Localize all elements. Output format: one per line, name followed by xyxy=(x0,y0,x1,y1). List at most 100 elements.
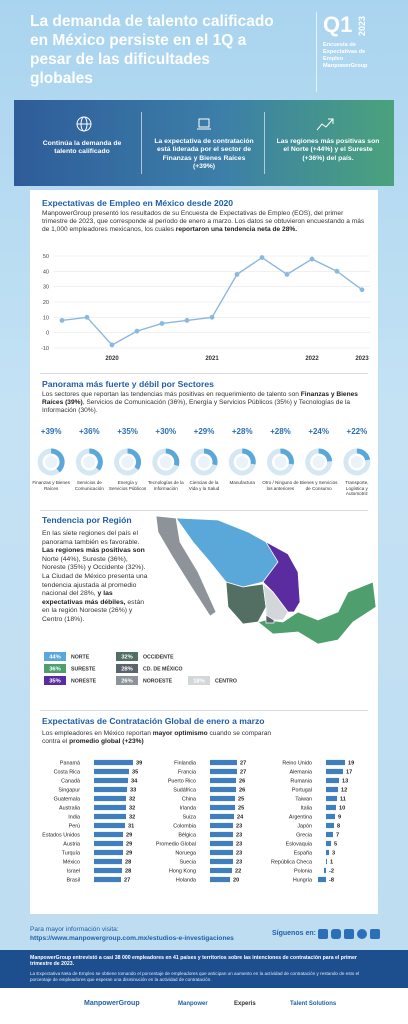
footer-note: La Expectativa Neta de Empleo se obtiene… xyxy=(30,970,360,982)
point xyxy=(84,314,90,320)
data-label: 26 xyxy=(239,788,245,794)
data-label: 1 xyxy=(330,860,333,866)
bar xyxy=(94,822,125,829)
donut-center xyxy=(121,456,134,468)
legend-swatch xyxy=(116,676,138,685)
logo-band: ManpowerGroup Manpower Experis Talent So… xyxy=(0,988,408,1024)
section-title: Panorama más fuerte y débil por Sectores xyxy=(42,379,214,389)
legend-label: SURESTE xyxy=(71,667,96,673)
bar xyxy=(94,867,122,874)
badge-caption: Encuesta de Expectativas de Empleo Manpo… xyxy=(323,42,368,69)
category-label: Transporte, Logística y Automotriz xyxy=(345,480,369,497)
bar xyxy=(94,849,123,856)
category-label: Brasil xyxy=(67,878,80,884)
data-label: +30% xyxy=(155,427,176,436)
visit-url[interactable]: https://www.manpowergroup.com.mx/estudio… xyxy=(30,935,234,942)
social-icon[interactable] xyxy=(318,929,328,939)
badge: Q1 2023 Encuesta de Expectativas de Empl… xyxy=(316,12,385,92)
data-label: 10 xyxy=(339,806,345,812)
point xyxy=(109,342,115,348)
highlight: Continúa la demanda de talento calificad… xyxy=(42,140,122,156)
point xyxy=(309,256,315,262)
category-label: Canadá xyxy=(61,779,80,785)
category-label: Hong Kong xyxy=(169,869,196,875)
logo: ManpowerGroup xyxy=(84,1000,140,1007)
donut-arc xyxy=(280,448,294,465)
data-label: 17 xyxy=(346,770,352,776)
follow-label: Síguenos en: xyxy=(272,930,316,937)
category-label: Francia xyxy=(178,770,196,776)
visit-label: Para mayor información visita: xyxy=(30,926,119,933)
donut-center xyxy=(350,456,363,468)
donut-arc xyxy=(89,448,103,471)
donut-center xyxy=(45,456,58,468)
icon-laptop xyxy=(197,118,211,130)
data-label: 29 xyxy=(126,842,132,848)
category-label: Guatemala xyxy=(54,797,80,803)
data-label: 26 xyxy=(239,779,245,785)
category-label: Japón xyxy=(297,824,312,830)
icon-trend xyxy=(316,118,334,131)
data-label: 27 xyxy=(124,878,130,884)
bar xyxy=(94,858,122,865)
data-label: 3 xyxy=(332,851,335,857)
social-icon[interactable] xyxy=(344,929,354,939)
bar xyxy=(94,786,127,793)
data-label: +29% xyxy=(194,427,215,436)
sector-donuts: +39% +36% +35% +30% +29% +28% +28% +24% +22% xyxy=(37,427,371,476)
logo: Experis xyxy=(234,1001,256,1007)
text-run: promedio global (+23%) xyxy=(69,738,144,746)
social-icon[interactable] xyxy=(331,929,341,939)
category-label: Rumania xyxy=(290,779,312,785)
data-label: 32 xyxy=(129,815,135,821)
region xyxy=(257,581,377,645)
paragraph: Los empleadores en México reportan mayor… xyxy=(42,730,282,746)
data-label: 27 xyxy=(240,770,246,776)
donut-arc xyxy=(50,448,65,473)
region-map xyxy=(155,515,377,645)
category-label: Turquía xyxy=(62,851,80,857)
social-icon[interactable] xyxy=(370,929,380,939)
data-label: 25 xyxy=(238,806,244,812)
data-label: +24% xyxy=(308,427,329,436)
social-icon[interactable] xyxy=(357,929,367,939)
category-label: Manufactura xyxy=(229,480,255,485)
highlights-band: Continúa la demanda de talento calificad… xyxy=(14,100,394,186)
data-label: +22% xyxy=(347,427,368,436)
bar xyxy=(210,867,232,874)
section-title: Expectativas de Empleo en México desde 2… xyxy=(42,198,234,208)
category-label: España xyxy=(294,851,312,857)
text-run: , Servicios de Comunicación (36%), Energ… xyxy=(42,399,351,415)
bar xyxy=(94,795,126,802)
donut-center xyxy=(198,456,210,468)
data-label: 7 xyxy=(336,833,339,839)
logo: Talent Solutions xyxy=(290,1001,337,1007)
legend-label: CD. DE MÉXICO xyxy=(143,665,183,673)
text-run: mayor optimismo xyxy=(152,730,208,737)
category-label: Ciencias de la Vida y la Salud xyxy=(188,480,220,491)
data-label: 28 xyxy=(125,860,131,866)
point xyxy=(59,318,65,323)
bar xyxy=(94,840,123,847)
bar xyxy=(94,777,128,784)
y-tick-label: 0 xyxy=(46,331,49,337)
bar xyxy=(326,795,337,802)
category-label: México xyxy=(63,860,80,866)
point xyxy=(134,328,140,334)
separator xyxy=(40,710,368,711)
category-label: Servicios de Comunicación xyxy=(74,480,104,491)
bar xyxy=(326,804,336,811)
bar xyxy=(210,822,233,829)
donut-arc xyxy=(241,448,256,465)
footer-note: ManpowerGroup entrevistó a casi 38 000 e… xyxy=(30,955,357,968)
legend-value: 35% xyxy=(49,679,61,685)
bar xyxy=(94,876,121,883)
donut-arc xyxy=(127,448,141,470)
category-label: Otro / Ninguno de los anteriores xyxy=(262,480,299,491)
donut-center xyxy=(159,456,172,468)
category-label: Finanzas y Bienes Raíces xyxy=(32,480,70,491)
separator xyxy=(40,373,368,374)
divider xyxy=(141,112,142,174)
bar xyxy=(326,777,339,784)
category-label: Holanda xyxy=(176,878,196,884)
